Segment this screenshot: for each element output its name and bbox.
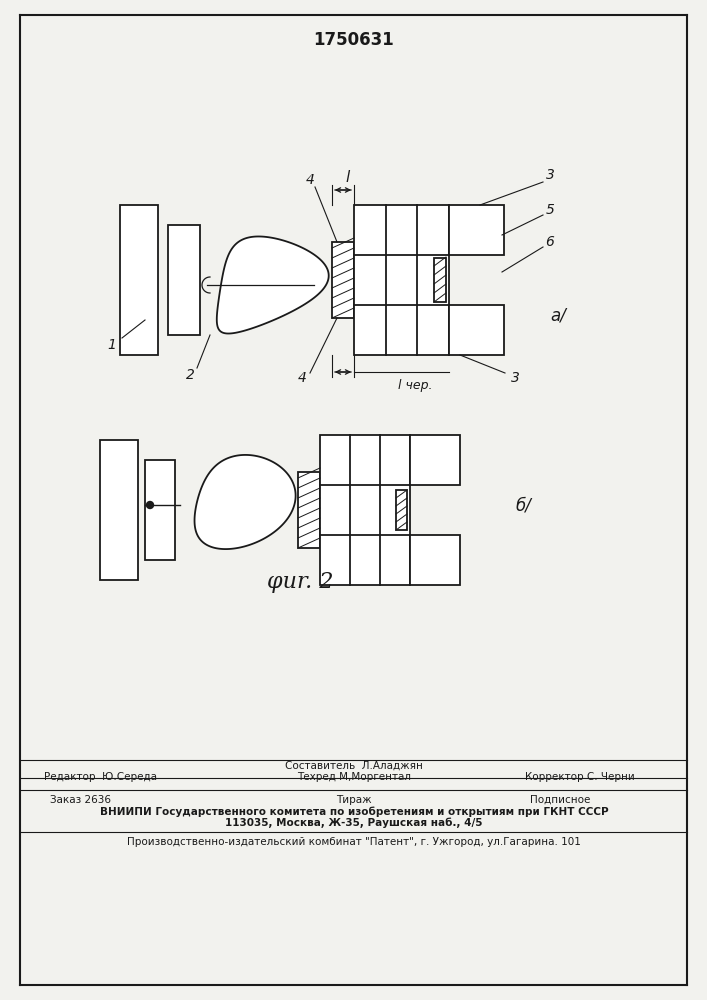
Polygon shape — [194, 455, 296, 549]
Bar — [410, 535, 460, 585]
Text: 113035, Москва, Ж-35, Раушская наб., 4/5: 113035, Москва, Ж-35, Раушская наб., 4/5 — [226, 818, 483, 828]
Text: Подписное: Подписное — [530, 795, 590, 805]
Text: 4: 4 — [298, 371, 306, 385]
Text: Производственно-издательский комбинат "Патент", г. Ужгород, ул.Гагарина. 101: Производственно-издательский комбинат "П… — [127, 837, 581, 847]
Text: 3: 3 — [546, 168, 554, 182]
Circle shape — [146, 502, 153, 508]
Text: б/: б/ — [515, 496, 531, 514]
Text: ВНИИПИ Государственного комитета по изобретениям и открытиям при ГКНТ СССР: ВНИИПИ Государственного комитета по изоб… — [100, 807, 608, 817]
Text: l: l — [346, 170, 350, 185]
Bar — [434, 258, 446, 302]
Bar — [410, 435, 460, 485]
Text: Корректор С. Черни: Корректор С. Черни — [525, 772, 635, 782]
Bar — [298, 472, 320, 548]
Text: Тираж: Тираж — [337, 795, 372, 805]
Text: 1750631: 1750631 — [314, 31, 395, 49]
Text: Техред М,Моргентал: Техред М,Моргентал — [297, 772, 411, 782]
Bar — [168, 225, 200, 335]
Bar — [449, 205, 504, 255]
Bar — [396, 490, 407, 530]
Text: l чер.: l чер. — [398, 379, 432, 392]
Bar — [449, 305, 504, 355]
Bar — [320, 435, 410, 585]
Bar — [145, 460, 175, 560]
Bar — [332, 242, 354, 318]
Text: а/: а/ — [550, 306, 566, 324]
Text: φur. 2: φur. 2 — [267, 571, 333, 593]
Text: 4: 4 — [305, 173, 315, 187]
Text: 6: 6 — [546, 235, 554, 249]
Polygon shape — [217, 236, 329, 334]
Text: 3: 3 — [510, 371, 520, 385]
Text: Заказ 2636: Заказ 2636 — [49, 795, 110, 805]
Text: 2: 2 — [185, 368, 194, 382]
Text: 1: 1 — [107, 338, 117, 352]
Bar — [120, 205, 158, 355]
Text: Редактор  Ю.Середа: Редактор Ю.Середа — [44, 772, 156, 782]
Text: 5: 5 — [546, 203, 554, 217]
Bar — [354, 205, 449, 355]
Bar — [100, 440, 138, 580]
Text: Составитель  Л.Аладжян: Составитель Л.Аладжян — [285, 761, 423, 771]
